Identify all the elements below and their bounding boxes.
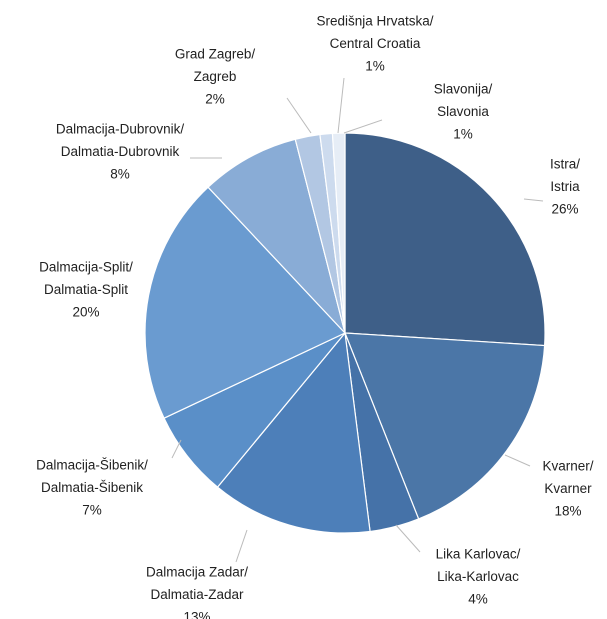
slice-label: Slavonija/	[434, 82, 493, 97]
slice-label: Dalmacija-Split/	[39, 260, 133, 275]
slice-label: Zagreb	[194, 69, 237, 84]
slice-label: Dalmatia-Šibenik	[41, 480, 143, 495]
value-label: 4%	[468, 592, 488, 607]
pie-slice	[344, 132, 546, 347]
slice-label: Grad Zagreb/	[175, 47, 256, 62]
leader-line	[286, 97, 312, 134]
value-label: 2%	[205, 92, 225, 107]
slice-label: Dalmatia-Zadar	[150, 587, 244, 602]
leader-line	[337, 77, 345, 134]
slice-label: Istra/	[550, 157, 580, 172]
slice-label: Lika Karlovac/	[436, 547, 521, 562]
slice-label: Kvarner/	[542, 459, 593, 474]
value-label: 8%	[110, 167, 130, 182]
value-label: 1%	[365, 59, 385, 74]
slice-label: Lika-Karlovac	[437, 569, 519, 584]
slice-label: Slavonia	[437, 104, 489, 119]
slice-label: Dalmacija Zadar/	[146, 565, 248, 580]
value-label: 1%	[453, 127, 473, 142]
pie-slice	[216, 331, 371, 534]
slice-label: Kvarner	[544, 481, 592, 496]
slice-label: Central Croatia	[330, 36, 421, 51]
leader-line	[504, 454, 531, 467]
value-label: 7%	[82, 503, 102, 518]
value-label: 26%	[551, 202, 578, 217]
slice-label: Istria	[550, 179, 580, 194]
leader-line	[523, 198, 544, 202]
value-label: 13%	[183, 610, 210, 619]
value-label: 18%	[554, 504, 581, 519]
slice-label: Dalmacija-Dubrovnik/	[56, 122, 185, 137]
slice-label: Dalmatia-Split	[44, 282, 128, 297]
pie-slice	[344, 332, 546, 520]
pie-slice	[144, 186, 347, 419]
slice-label: Središnja Hrvatska/	[316, 14, 433, 29]
leader-line	[235, 529, 248, 563]
slice-label: Dalmacija-Šibenik/	[36, 458, 148, 473]
leader-line	[395, 524, 421, 553]
leader-line	[343, 119, 383, 134]
leader-line	[171, 439, 182, 459]
slice-label: Dalmatia-Dubrovnik	[61, 144, 180, 159]
pie-slice	[207, 138, 346, 334]
value-label: 20%	[72, 305, 99, 320]
